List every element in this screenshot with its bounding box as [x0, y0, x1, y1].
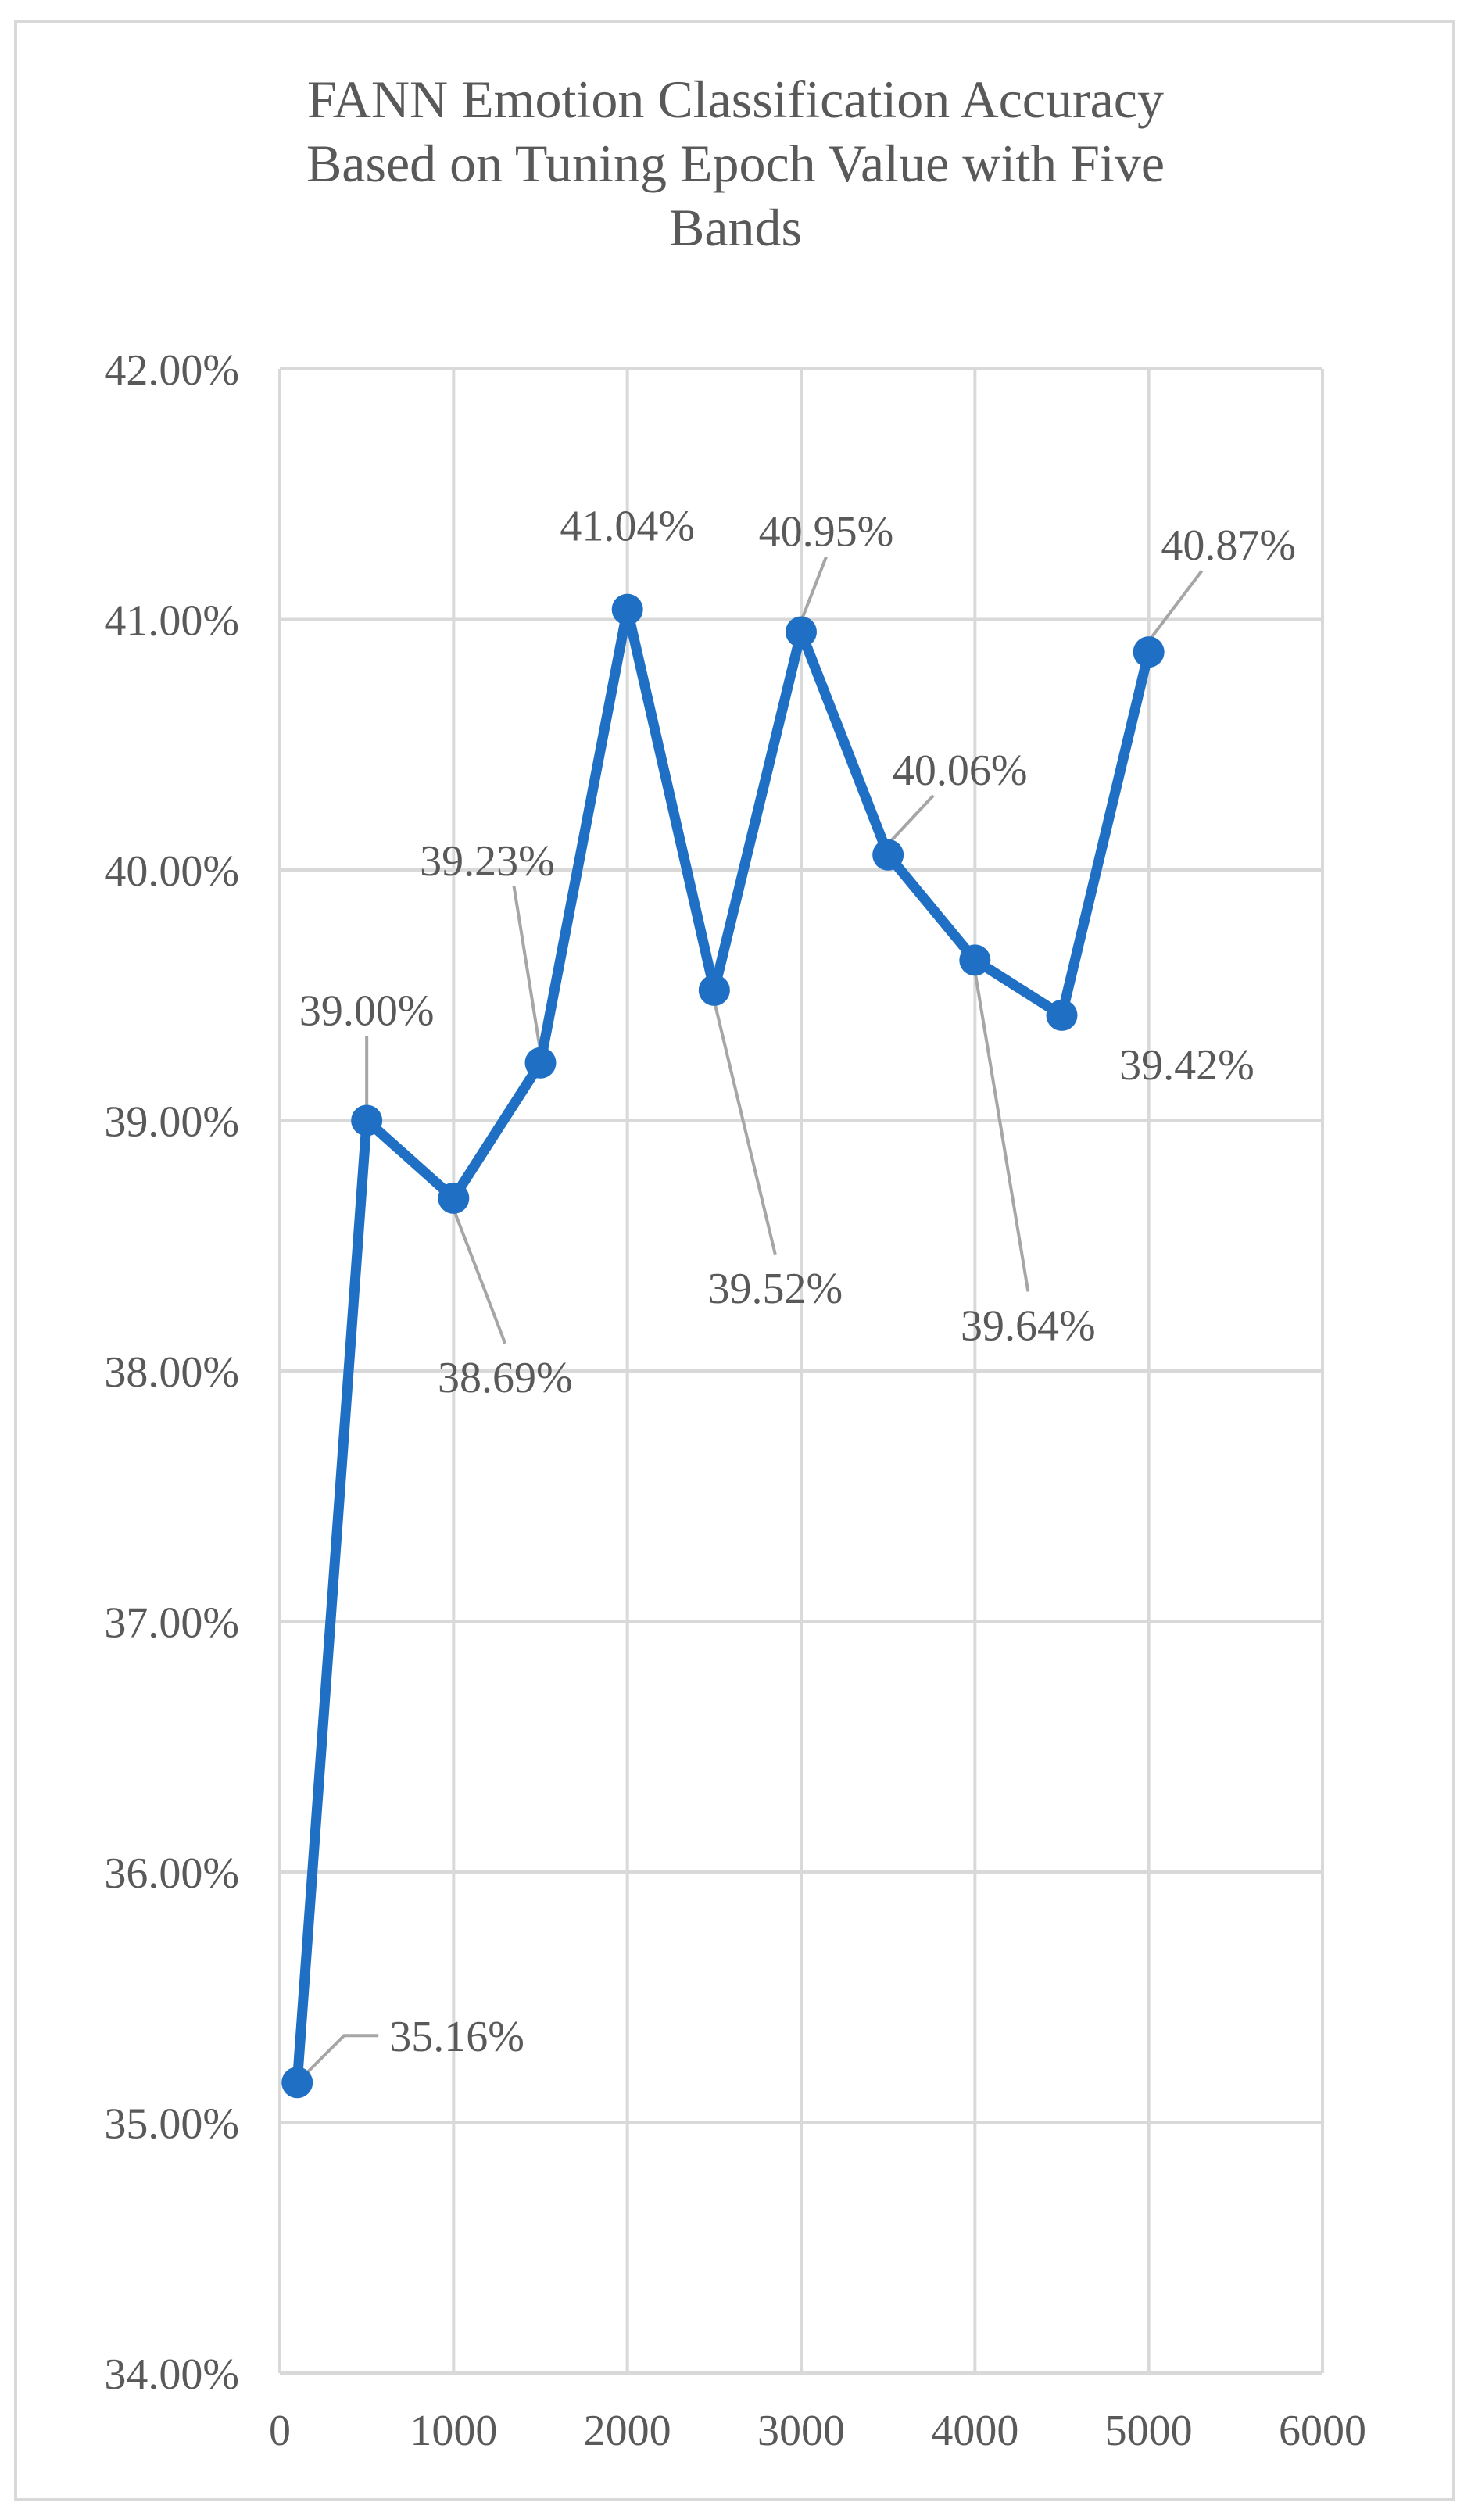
chart-title: FANN Emotion Classification AccuracyBase… [306, 70, 1165, 257]
chart-title-line: FANN Emotion Classification Accuracy [307, 70, 1164, 129]
x-tick-label: 0 [269, 2407, 291, 2455]
data-label-leader-line [973, 971, 1030, 1292]
data-label-leader-line [512, 886, 542, 1053]
y-tick-label: 37.00% [104, 1599, 239, 1648]
y-tick-label: 34.00% [104, 2350, 239, 2399]
data-label-leader-line [302, 2034, 379, 2078]
gridlines [278, 367, 1324, 2375]
y-tick-label: 36.00% [104, 1849, 239, 1898]
y-tick-label: 35.00% [104, 2100, 239, 2149]
x-axis-tick-labels: 0 1000 2000 3000 4000 5000 6000 [269, 2407, 1366, 2455]
data-point [959, 944, 991, 976]
data-label-leader-line [886, 794, 935, 846]
data-label: 39.00% [299, 987, 435, 1036]
data-label: 40.06% [893, 746, 1028, 795]
x-tick-label: 1000 [410, 2407, 497, 2455]
chart-title-line: Based on Tuning Epoch Value with Five [306, 134, 1165, 193]
y-tick-label: 38.00% [104, 1348, 239, 1397]
data-point [1133, 636, 1165, 668]
data-labels: 35.16% 39.00% 38.69% 39.23% 41.04% 39.52% 40.9… [299, 503, 1296, 2062]
data-point [611, 593, 643, 625]
data-label: 39.64% [961, 1301, 1096, 1350]
data-label-leader-line [452, 1208, 507, 1344]
data-point [698, 974, 730, 1006]
y-tick-label: 39.00% [104, 1098, 239, 1147]
data-label: 39.23% [420, 837, 555, 886]
x-tick-label: 6000 [1279, 2407, 1366, 2455]
data-label: 38.69% [438, 1354, 573, 1402]
y-tick-label: 40.00% [104, 847, 239, 896]
data-point [281, 2067, 313, 2099]
data-point [1046, 999, 1078, 1031]
data-label-leader-line [712, 1000, 777, 1255]
data-point [786, 616, 817, 648]
chart-title-line: Bands [669, 198, 802, 257]
data-label: 39.52% [708, 1265, 843, 1313]
data-label: 41.04% [560, 503, 695, 551]
x-tick-label: 2000 [584, 2407, 671, 2455]
data-point [351, 1104, 383, 1137]
data-label: 35.16% [389, 2013, 524, 2061]
data-label-leader-line [1147, 569, 1204, 643]
data-label-leader-lines [302, 556, 1204, 2078]
y-axis-tick-labels: 34.00% 35.00% 36.00% 37.00% 38.00% 39.00% 40.0… [104, 346, 239, 2399]
x-tick-label: 3000 [757, 2407, 845, 2455]
y-tick-label: 41.00% [104, 597, 239, 646]
data-label: 40.95% [759, 508, 894, 557]
data-point [438, 1182, 470, 1214]
data-points [281, 593, 1165, 2099]
chart-border [14, 20, 1455, 2501]
data-point [872, 839, 904, 871]
data-label: 40.87% [1161, 521, 1296, 570]
data-label: 39.42% [1119, 1041, 1254, 1090]
x-tick-label: 5000 [1105, 2407, 1193, 2455]
x-tick-label: 4000 [931, 2407, 1018, 2455]
data-label-leader-line [800, 556, 828, 622]
data-point [524, 1047, 557, 1079]
y-tick-label: 42.00% [104, 346, 239, 395]
